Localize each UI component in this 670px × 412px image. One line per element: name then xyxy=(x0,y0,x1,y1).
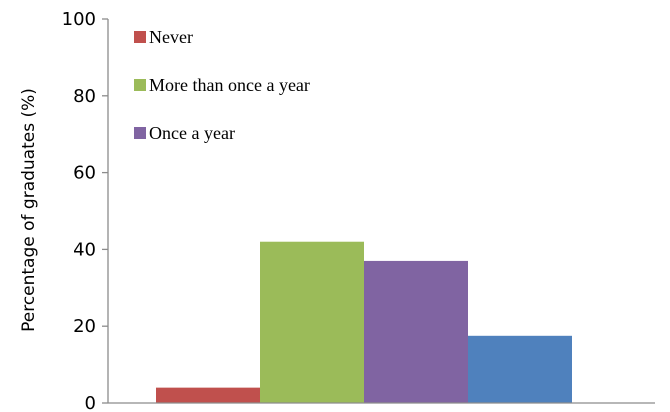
legend-label: More than once a year xyxy=(149,75,310,95)
legend-label: Never xyxy=(149,27,193,47)
bar-more-than-once-a-year xyxy=(260,241,364,403)
legend: Never More than once a year Once a year xyxy=(134,27,310,143)
y-tick-label: 100 xyxy=(62,9,96,30)
y-tick-label: 80 xyxy=(73,86,96,107)
y-tick-label: 60 xyxy=(73,163,96,184)
bar-once-a-year xyxy=(364,260,468,403)
y-tick-label: 0 xyxy=(85,393,96,412)
y-tick-label: 20 xyxy=(73,316,96,337)
y-axis-ticks: 0 20 40 60 80 100 xyxy=(62,9,108,412)
legend-label: Once a year xyxy=(149,123,235,143)
y-tick-label: 40 xyxy=(73,239,96,260)
y-axis-title: Percentage of graduates (%) xyxy=(19,88,39,332)
legend-swatch xyxy=(134,79,146,91)
bar-never xyxy=(156,387,260,403)
legend-swatch xyxy=(134,127,146,139)
legend-swatch xyxy=(134,31,146,43)
bars xyxy=(156,241,572,403)
bar-series-4 xyxy=(468,335,572,403)
